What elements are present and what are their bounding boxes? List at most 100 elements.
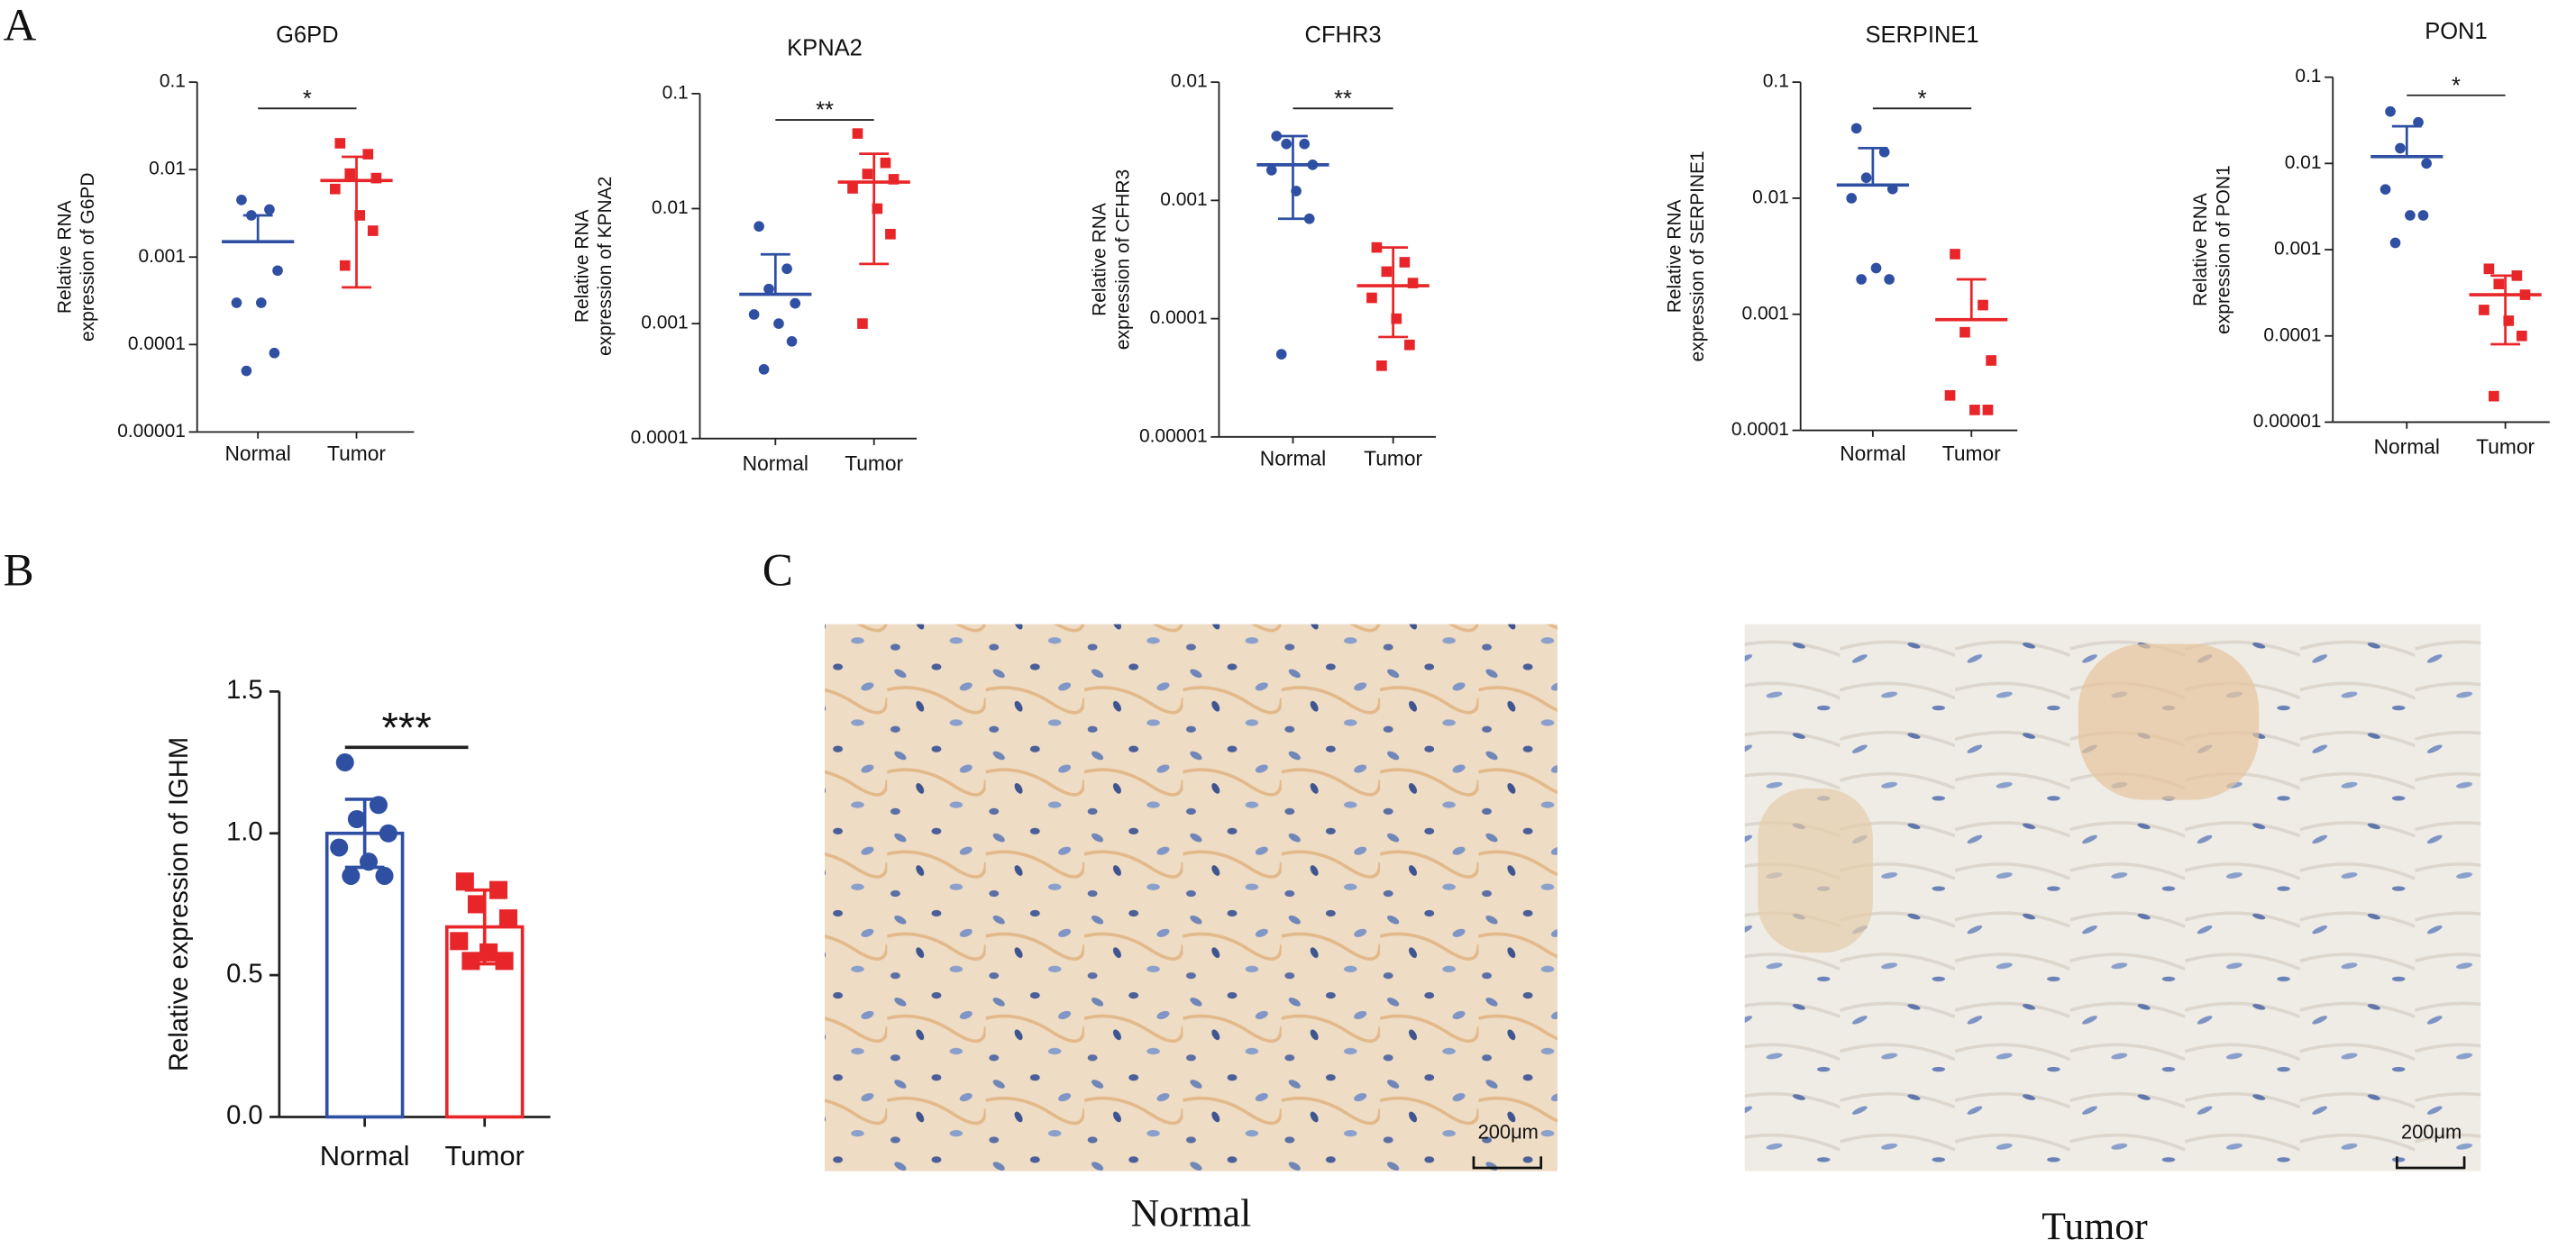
data-point <box>1381 266 1393 278</box>
chart-title: SERPINE1 <box>1865 23 1978 48</box>
data-point <box>1969 405 1980 415</box>
data-point <box>236 195 247 205</box>
data-point <box>241 365 252 377</box>
data-point <box>334 138 346 149</box>
data-point <box>847 183 858 194</box>
data-point <box>1950 249 1960 260</box>
x-tick-label: Tumor <box>845 451 903 475</box>
data-point <box>339 260 351 271</box>
y-axis-label: Relative RNA <box>54 200 75 314</box>
data-point <box>1978 299 1988 311</box>
data-point <box>255 297 267 308</box>
y-tick-label: 0.01 <box>149 159 186 179</box>
data-point <box>781 263 792 275</box>
data-point <box>330 838 349 857</box>
y-tick-label: 0.00001 <box>117 421 186 442</box>
x-tick-label: Tumor <box>327 442 386 465</box>
data-point <box>773 318 784 329</box>
data-point <box>467 895 486 914</box>
y-axis-label: Relative RNA <box>572 209 593 323</box>
image-caption: Normal <box>1131 1192 1252 1235</box>
data-point <box>2413 116 2424 128</box>
y-tick-label: 0.0001 <box>128 333 186 354</box>
data-point <box>369 796 388 815</box>
data-point <box>2417 210 2429 221</box>
x-tick-label: Normal <box>743 451 808 475</box>
data-point <box>2380 184 2391 196</box>
scale-bar <box>1472 1156 1543 1170</box>
data-point <box>1366 292 1377 304</box>
scale-bar-label: 200μm <box>2401 1120 2462 1143</box>
y-tick-label: 0.00001 <box>1139 425 1208 446</box>
x-tick-label: Tumor <box>1942 442 2001 465</box>
data-point <box>347 809 366 829</box>
data-point <box>1986 355 1996 366</box>
data-point <box>359 852 379 871</box>
data-point <box>786 336 798 347</box>
data-point <box>880 157 891 169</box>
x-tick-label: Tumor <box>1364 446 1422 470</box>
y-axis-label: Relative RNA <box>2190 193 2211 306</box>
data-point <box>2493 278 2505 289</box>
data-point <box>2479 305 2489 315</box>
x-tick-label: Normal <box>224 442 290 465</box>
data-point <box>2395 142 2406 154</box>
y-tick-label: 0.01 <box>1752 187 1789 207</box>
y-axis-label: Relative expression of IGHM <box>165 737 194 1071</box>
micrograph <box>824 624 1557 1172</box>
data-point <box>2503 315 2515 326</box>
data-point <box>1959 326 1970 338</box>
panel-label: C <box>763 546 793 597</box>
data-point <box>1870 262 1882 274</box>
scale-bar <box>2395 1156 2466 1170</box>
data-point <box>1265 165 1277 176</box>
image-caption: Tumor <box>2042 1205 2148 1248</box>
y-tick-label: 0.001 <box>2274 239 2321 260</box>
data-point <box>375 866 394 885</box>
data-point <box>2385 105 2396 117</box>
data-point <box>461 952 480 971</box>
y-tick-label: 0.01 <box>652 197 689 218</box>
data-point <box>264 204 275 215</box>
y-tick-label: 0.001 <box>1160 189 1207 210</box>
data-point <box>1391 313 1402 324</box>
data-point <box>367 225 379 236</box>
data-point <box>1878 146 1890 158</box>
gland <box>1758 788 1873 953</box>
chart-title: G6PD <box>276 23 338 48</box>
y-axis-label: expression of PON1 <box>2213 165 2233 334</box>
data-point <box>754 221 764 232</box>
data-point <box>2405 210 2416 221</box>
chart-title: CFHR3 <box>1305 23 1382 48</box>
panel-label: B <box>4 546 34 597</box>
data-point <box>857 318 868 329</box>
y-tick-label: 0.0001 <box>1150 307 1208 328</box>
data-point <box>1846 193 1858 204</box>
data-point <box>1407 278 1419 288</box>
y-tick-label: 0.1 <box>662 82 689 103</box>
data-point <box>862 169 873 179</box>
y-tick-label: 1.0 <box>226 817 263 846</box>
data-point <box>1860 172 1872 184</box>
y-tick-label: 0.0 <box>226 1101 263 1130</box>
y-axis-label: expression of G6PD <box>78 173 98 342</box>
significance: ** <box>1334 87 1352 112</box>
x-tick-label: Normal <box>1840 442 1905 465</box>
y-axis-label: Relative RNA <box>1665 199 1685 313</box>
data-point <box>852 128 863 139</box>
data-point <box>272 265 283 277</box>
x-tick-label: Tumor <box>445 1140 525 1172</box>
data-point <box>1856 274 1867 285</box>
data-point <box>2421 158 2432 169</box>
y-axis-label: expression of SERPINE1 <box>1687 150 1708 361</box>
data-point <box>1399 257 1411 268</box>
y-tick-label: 0.0001 <box>1731 419 1789 440</box>
significance: ** <box>816 98 834 123</box>
significance: * <box>2452 73 2461 98</box>
data-point <box>763 283 774 295</box>
data-point <box>885 228 896 240</box>
y-tick-label: 0.00001 <box>2253 411 2322 432</box>
data-point <box>344 168 356 179</box>
x-tick-label: Normal <box>1260 446 1326 470</box>
